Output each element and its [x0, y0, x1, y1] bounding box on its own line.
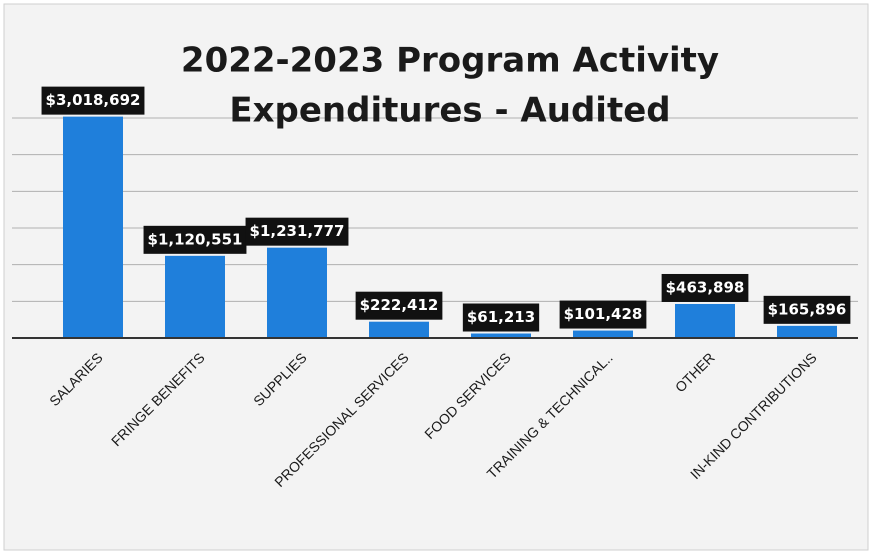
value-label: $1,231,777: [250, 222, 345, 240]
value-label: $165,896: [768, 300, 847, 318]
bar: [777, 325, 837, 338]
chart-title: Expenditures - Audited: [229, 91, 670, 131]
value-label-box: [763, 295, 851, 324]
value-label-box: [462, 303, 540, 332]
value-label-box: [559, 300, 647, 329]
bar: [471, 333, 531, 338]
chart-title: 2022-2023 Program Activity: [181, 41, 719, 81]
bar: [369, 321, 429, 338]
value-label-box: [661, 273, 749, 302]
value-label-box: [41, 86, 145, 115]
value-label: $3,018,692: [46, 91, 141, 109]
value-label: $101,428: [564, 305, 643, 323]
value-label: $61,213: [467, 308, 535, 326]
bar: [63, 116, 123, 339]
bar: [573, 330, 633, 338]
bar: [675, 303, 735, 338]
value-label: $222,412: [360, 296, 439, 314]
bar: [267, 247, 327, 338]
value-label-box: [245, 217, 349, 246]
value-label-box: [143, 225, 247, 254]
bar: [165, 255, 225, 338]
value-label: $1,120,551: [148, 230, 243, 248]
value-label-box: [355, 291, 443, 320]
value-label: $463,898: [666, 278, 745, 296]
